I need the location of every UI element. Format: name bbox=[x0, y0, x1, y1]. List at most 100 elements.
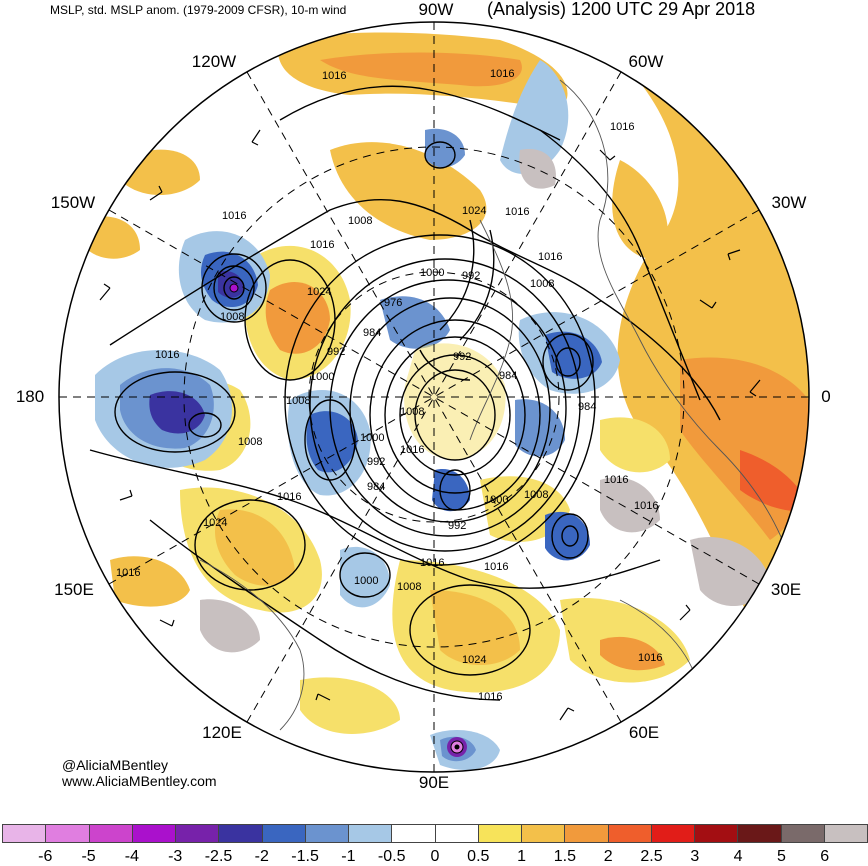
colorbar-ticks: -6 -5 -4 -3 -2.5 -2 -1.5 -1 -0.5 0 0.5 1 1.5 2 2.5 3 4 5 6 bbox=[0, 848, 868, 865]
contour-label: 1024 bbox=[307, 286, 331, 298]
contour-label: 1008 bbox=[348, 215, 372, 227]
colorbar-tick-label: 4 bbox=[733, 848, 743, 865]
colorbar-swatch bbox=[650, 824, 695, 843]
graticule bbox=[58, 21, 810, 773]
lon-label-120e: 120E bbox=[202, 723, 242, 742]
contour-label: 1008 bbox=[238, 436, 262, 448]
contour-label: 976 bbox=[384, 297, 402, 309]
contour-label: 1016 bbox=[478, 691, 502, 703]
lon-label-90w: 90W bbox=[418, 0, 454, 19]
colorbar-swatch bbox=[218, 824, 263, 843]
lon-label-150e: 150E bbox=[54, 580, 94, 599]
colorbar-swatch bbox=[823, 824, 868, 843]
contour-label: 1016 bbox=[538, 251, 562, 263]
colorbar-tick-label: -0.5 bbox=[377, 848, 406, 865]
contour-label: 1016 bbox=[222, 210, 246, 222]
contour-label: 1000 bbox=[484, 494, 508, 506]
contour-label: 1000 bbox=[310, 371, 334, 383]
colorbar-tick-label: 6 bbox=[820, 848, 830, 865]
colorbar-swatch bbox=[304, 824, 349, 843]
contour-label: 1016 bbox=[277, 491, 301, 503]
contour-label: 1016 bbox=[490, 68, 514, 80]
lon-label-60e: 60E bbox=[628, 723, 660, 742]
low-center-marker bbox=[229, 283, 467, 757]
contour-label: 1008 bbox=[524, 489, 548, 501]
contour-label: 1024 bbox=[462, 654, 486, 666]
colorbar-swatch bbox=[88, 824, 133, 843]
lon-label-150w: 150W bbox=[50, 193, 96, 212]
lon-label-60w: 60W bbox=[628, 52, 664, 71]
contour-label: 1024 bbox=[462, 205, 486, 217]
colorbar-swatch bbox=[737, 824, 782, 843]
colorbar-swatch bbox=[477, 824, 522, 843]
chart-subtitle: MSLP, std. MSLP anom. (1979-2009 CFSR), … bbox=[50, 3, 347, 17]
contour-label: 984 bbox=[367, 481, 385, 493]
colorbar-tick-label: -2.5 bbox=[204, 848, 233, 865]
contour-labels: 1016 1016 1016 1016 1008 1016 1024 1016 … bbox=[116, 68, 662, 703]
contour-label: 1008 bbox=[220, 311, 244, 323]
contour-label: 1000 bbox=[420, 267, 444, 279]
contour-label: 1016 bbox=[116, 567, 140, 579]
contour-label: 984 bbox=[363, 327, 381, 339]
contour-label: 1016 bbox=[638, 652, 662, 664]
contour-label: 1016 bbox=[505, 206, 529, 218]
credit-website[interactable]: www.AliciaMBentley.com bbox=[62, 773, 217, 789]
lon-label-90e: 90E bbox=[418, 773, 450, 792]
contour-label: 1016 bbox=[400, 444, 424, 456]
contour-label: 984 bbox=[578, 401, 596, 413]
colorbar-tick-label: 3 bbox=[690, 848, 700, 865]
colorbar-swatch bbox=[45, 824, 90, 843]
contour-label: 1008 bbox=[400, 406, 424, 418]
anomaly-shading bbox=[80, 32, 809, 770]
contour-label: 1000 bbox=[354, 575, 378, 587]
colorbar-swatch bbox=[694, 824, 739, 843]
colorbar-tick-label: -4 bbox=[124, 848, 140, 865]
colorbar-tick-label: -6 bbox=[38, 848, 53, 865]
colorbar-tick-label: -5 bbox=[81, 848, 96, 865]
colorbar-tick-label: 2 bbox=[603, 848, 613, 865]
colorbar-swatch bbox=[175, 824, 220, 843]
colorbar-tick-label: -1 bbox=[341, 848, 356, 865]
contour-label: 1016 bbox=[604, 474, 628, 486]
contour-label: 1008 bbox=[397, 581, 421, 593]
colorbar-swatch bbox=[780, 824, 825, 843]
colorbar-swatch bbox=[348, 824, 393, 843]
colorbar-swatch bbox=[131, 824, 176, 843]
colorbar-tick-label: 5 bbox=[776, 848, 786, 865]
colorbar-tick-label: 0 bbox=[430, 848, 440, 865]
colorbar-tick-label: 2.5 bbox=[640, 848, 663, 865]
isobars bbox=[89, 85, 721, 701]
lon-label-30e: 30E bbox=[770, 580, 802, 599]
contour-label: 992 bbox=[448, 520, 466, 532]
contour-label: 1008 bbox=[286, 395, 310, 407]
contour-label: 992 bbox=[327, 346, 345, 358]
colorbar-tick-label: 1.5 bbox=[553, 848, 577, 865]
contour-label: 1024 bbox=[203, 517, 227, 529]
contour-label: 992 bbox=[453, 351, 471, 363]
colorbar bbox=[2, 824, 868, 844]
colorbar-tick-label: 0.5 bbox=[467, 848, 490, 865]
colorbar-tick-label: 1 bbox=[517, 848, 527, 865]
contour-label: 1008 bbox=[530, 278, 554, 290]
colorbar-tick-label: -1.5 bbox=[291, 848, 319, 865]
wind-barbs bbox=[99, 129, 761, 721]
colorbar-swatch bbox=[2, 824, 47, 843]
contour-label: 1016 bbox=[322, 70, 346, 82]
lon-label-0: 0 bbox=[821, 387, 831, 406]
lon-label-120w: 120W bbox=[191, 52, 237, 71]
contour-label: 1000 bbox=[360, 432, 384, 444]
colorbar-swatch bbox=[434, 824, 479, 843]
contour-label: 1016 bbox=[155, 349, 179, 361]
colorbar-swatch bbox=[261, 824, 306, 843]
contour-label: 1016 bbox=[484, 561, 508, 573]
contour-label: 1016 bbox=[634, 500, 658, 512]
colorbar-swatch bbox=[564, 824, 609, 843]
chart-title: (Analysis) 1200 UTC 29 Apr 2018 bbox=[487, 0, 756, 19]
colorbar-swatch bbox=[607, 824, 652, 843]
colorbar-tick-label: -3 bbox=[168, 848, 183, 865]
credit-handle: @AliciaMBentley bbox=[62, 757, 169, 773]
colorbar-swatch bbox=[391, 824, 436, 843]
contour-label: 1016 bbox=[610, 121, 634, 133]
contour-label: 1016 bbox=[310, 239, 334, 251]
